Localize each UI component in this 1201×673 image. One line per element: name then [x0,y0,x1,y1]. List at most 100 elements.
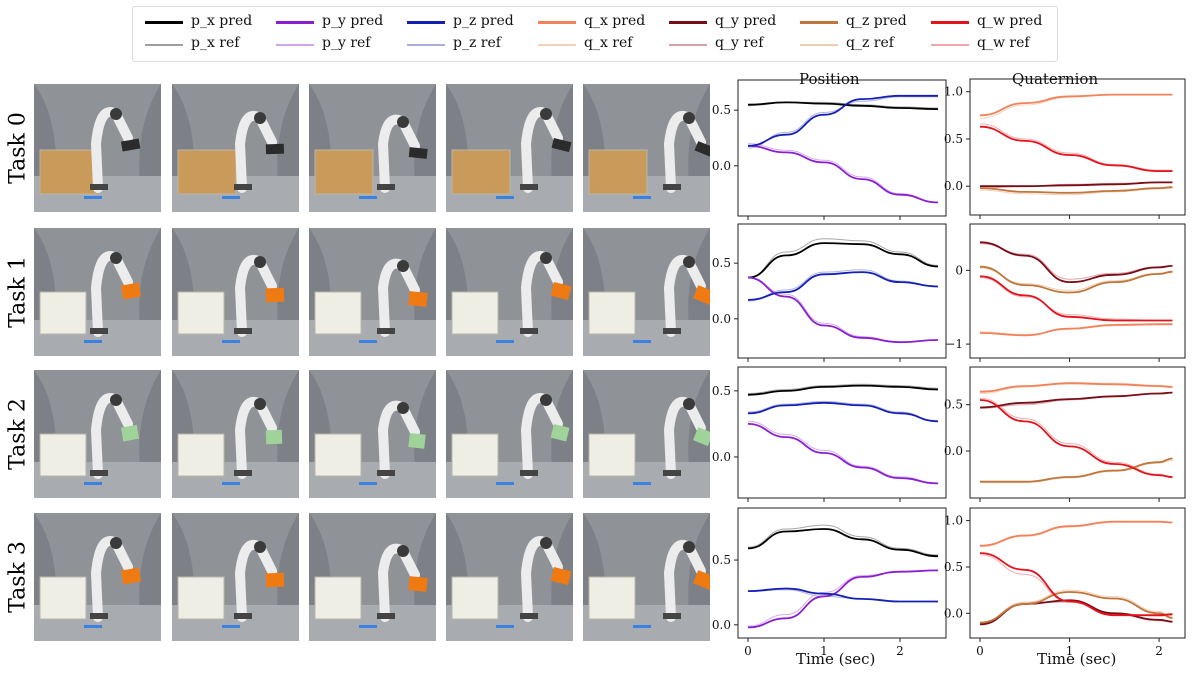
series-line-p-y-pred [747,144,939,204]
legend-label: q_z ref [846,35,894,51]
legend-label: p_z pred [453,13,514,29]
plot-frame [737,223,947,359]
y-tick-label: 0.0 [944,606,963,620]
series-line-q-x-ref [979,324,1173,336]
position-column-title: Position [799,70,860,88]
series-line-q-y-pred [979,599,1173,626]
legend-label: p_y pred [322,13,384,29]
series-line-q-z-pred [979,186,1173,194]
plot-frame [969,223,1186,359]
series-line-q-w-pred [979,125,1173,173]
robot-photo [34,370,161,498]
legend-swatch [145,44,183,46]
y-tick-label: 0.0 [944,179,963,193]
quaternion-x-axis-label: Time (sec) [1037,650,1117,668]
series-line-p-y-ref [747,143,939,203]
series-line-q-y-ref [979,243,1173,280]
legend-label: q_x pred [584,13,646,29]
y-tick-label: 0.0 [712,618,731,632]
legend-label: q_x ref [584,35,633,51]
x-tick-label: 1 [1066,644,1074,658]
series-line-q-x-pred [979,382,1173,393]
legend-swatch [538,21,576,24]
robot-photo [34,228,161,356]
legend-swatch [276,21,314,24]
robot-photo [583,84,710,212]
robot-photo [172,370,299,498]
series-line-p-z-pred [747,94,938,147]
series-line-q-w-pred [979,552,1173,617]
series-line-p-x-pred [747,528,939,558]
robot-photo [446,228,573,356]
x-tick-label: 1 [820,644,828,658]
robot-photo [309,228,436,356]
series-line-q-y-pred [979,241,1173,284]
position-x-axis-label: Time (sec) [796,650,876,668]
plot-frame [737,507,947,639]
robot-photo [583,228,710,356]
robot-photo [34,513,161,641]
legend-swatch [931,44,969,46]
series-line-p-y-ref [747,420,939,484]
legend-label: q_z pred [846,13,907,29]
robot-photo [172,513,299,641]
series-line-p-y-pred [747,276,939,344]
legend-swatch [669,44,707,46]
robot-photo [34,84,161,212]
robot-photo [309,370,436,498]
legend-swatch [800,21,838,24]
series-line-q-z-pred [980,457,1173,483]
legend-label: q_y ref [715,35,764,51]
legend-swatch [800,44,838,46]
series-line-q-y-pred [980,181,1173,188]
quaternion-column-title: Quaternion [1012,70,1099,88]
series-line-q-z-pred [979,591,1173,624]
legend-label: p_y ref [322,35,371,51]
series-line-p-z-pred [747,587,938,603]
y-tick-label: 0.5 [712,256,731,270]
legend-label: p_x ref [191,35,240,51]
robot-photo [172,228,299,356]
robot-photo [172,84,299,212]
y-tick-label: 1.0 [944,85,963,99]
legend-swatch [145,21,183,24]
series-line-q-w-ref [979,123,1173,171]
series-line-p-x-ref [747,383,939,394]
series-line-p-z-ref [747,400,939,422]
y-tick-label: 0.0 [944,444,963,458]
robot-photo [446,84,573,212]
legend-label: q_w ref [977,35,1030,51]
robot-photo [446,370,573,498]
legend-swatch [407,44,445,46]
legend-swatch [276,44,314,46]
series-line-q-y-pred [979,391,1173,409]
series-line-q-w-pred [979,399,1173,478]
series-line-p-z-pred [747,401,939,423]
robot-photo [446,513,573,641]
series-line-q-y-ref [979,601,1173,624]
legend-swatch [931,21,969,24]
legend-label: p_x pred [191,13,253,29]
series-line-p-x-pred [747,384,939,396]
x-tick-label: 0 [744,644,752,658]
legend-swatch [407,21,445,24]
y-tick-label: 0.5 [712,103,731,117]
series-line-p-y-pred [747,569,939,629]
legend-label: p_z ref [453,35,501,51]
legend-label: q_y pred [715,13,777,29]
legend-label: q_w pred [977,13,1043,29]
series-line-p-y-ref [747,569,939,627]
y-tick-label: 0.5 [712,553,731,567]
y-tick-label: 0.0 [712,159,731,173]
legend: p_x pred p_x ref p_y pred p_y ref p_z pred p_… [132,6,1058,62]
y-tick-label: −1 [945,337,963,351]
plot-frame [969,507,1186,639]
series-line-p-x-pred [747,101,939,110]
x-tick-label: 0 [976,644,984,658]
plot-frame [969,78,1186,216]
robot-photo [309,513,436,641]
series-line-p-x-ref [747,524,939,556]
series-line-q-w-ref [979,397,1173,479]
series-line-q-x-pred [979,323,1173,337]
